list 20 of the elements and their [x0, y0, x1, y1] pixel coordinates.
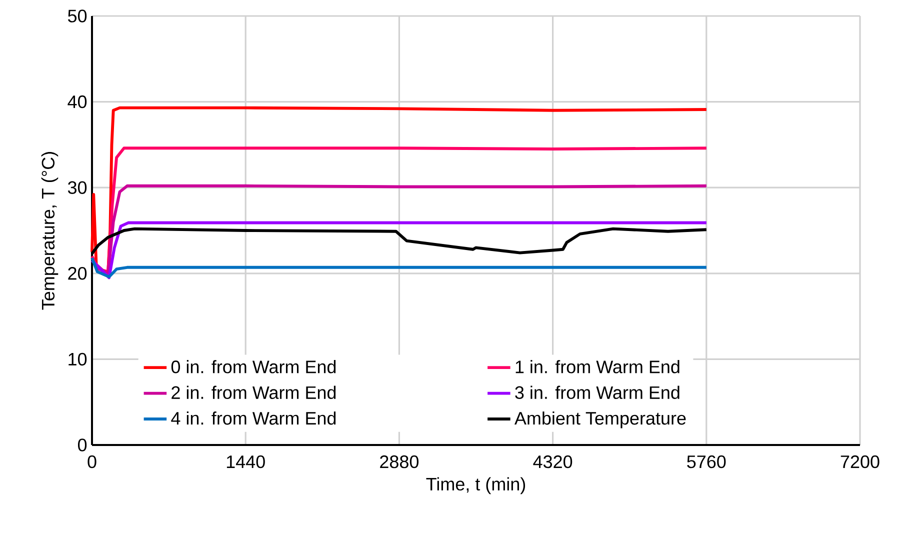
x-tick-label: 1440 [226, 455, 265, 468]
y-tick-label: 20 [68, 267, 87, 280]
x-axis-title: Time, t (min) [426, 477, 526, 494]
y-tick-label: 0 [78, 438, 87, 452]
legend-label: 4 in. from Warm End [171, 411, 336, 425]
y-tick-label: 50 [68, 10, 87, 22]
y-axis-title: Temperature, T (°C) [41, 152, 58, 310]
x-tick-label: 4320 [533, 455, 572, 468]
legend-label: 3 in. from Warm End [515, 386, 680, 399]
y-tick-label: 30 [68, 181, 87, 194]
legend-label: Ambient Temperature [514, 411, 686, 428]
legend-label: 0 in. from Warm End [171, 360, 336, 374]
x-tick-label: 7200 [840, 455, 880, 468]
x-tick-label: 2880 [380, 455, 419, 468]
y-tick-label: 10 [68, 352, 87, 366]
legend-label: 2 in. from Warm End [172, 386, 336, 399]
x-tick-label: 5760 [687, 455, 726, 468]
y-tick-label: 40 [68, 95, 87, 108]
x-tick-label: 0 [88, 455, 96, 468]
legend-label: 1 in. from Warm End [516, 360, 680, 374]
